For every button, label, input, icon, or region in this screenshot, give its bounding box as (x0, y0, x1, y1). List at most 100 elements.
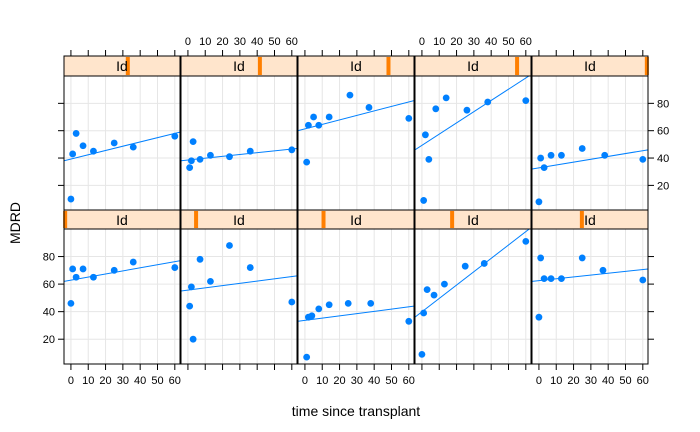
y-tick-label-left: 20 (43, 334, 55, 346)
data-point (558, 151, 565, 159)
regression-line (298, 305, 414, 322)
data-point (578, 145, 586, 152)
panel-strip-8: Id (297, 209, 415, 230)
panel-strip-6: Id (63, 209, 181, 230)
data-point (303, 353, 311, 361)
panel-grid (298, 76, 414, 210)
strip-label: Id (233, 212, 245, 228)
x-tick-label-bottom: 50 (151, 375, 163, 387)
strip-level-marker (257, 57, 262, 75)
strip-background (181, 56, 297, 76)
data-point (639, 276, 647, 284)
x-tick-label-top: 20 (450, 36, 462, 48)
panel-2 (180, 75, 298, 211)
data-point (110, 266, 118, 274)
strip-label: Id (233, 58, 245, 74)
panel-6 (63, 228, 181, 365)
strip-level-marker (194, 211, 199, 228)
regression-line (64, 131, 180, 162)
data-point (346, 91, 354, 99)
strip-level-marker (321, 211, 326, 228)
regression-line (415, 76, 530, 151)
panel-border (180, 228, 298, 365)
data-point (432, 105, 440, 113)
regression-line (64, 260, 180, 282)
panel-strip-10: Id (531, 209, 649, 230)
data-point (461, 262, 469, 270)
strip-label: Id (584, 212, 596, 228)
strip-level-marker (644, 57, 649, 75)
x-tick-label-bottom: 50 (619, 375, 631, 387)
panel-border (531, 228, 649, 365)
x-tick-label-bottom: 40 (134, 375, 146, 387)
data-point (405, 317, 413, 325)
strip-background (64, 56, 180, 76)
data-point (441, 280, 448, 288)
data-point (72, 130, 80, 137)
data-point (430, 291, 438, 299)
strip-background (64, 210, 180, 229)
strip-background (532, 56, 648, 76)
x-tick-label-bottom: 10 (550, 375, 562, 387)
strip-label: Id (350, 212, 362, 228)
strip-background (415, 210, 531, 229)
x-tick-label-bottom: 60 (403, 375, 415, 387)
data-point (484, 98, 492, 106)
y-tick-label-right: 60 (657, 126, 669, 138)
data-point (303, 158, 311, 166)
data-point (639, 156, 647, 163)
strip-level-marker (125, 57, 130, 75)
panel-3 (297, 75, 415, 211)
data-point (599, 266, 607, 274)
data-point (418, 350, 426, 358)
data-point (480, 260, 488, 267)
data-point (196, 255, 204, 263)
data-point (325, 113, 333, 121)
x-tick-label-top: 20 (216, 36, 228, 48)
strip-level-marker (579, 211, 584, 228)
y-axis-title: MDRD (7, 202, 23, 244)
data-point (325, 301, 333, 309)
x-tick-label-top: 10 (433, 36, 445, 48)
data-point (315, 121, 323, 129)
panels-layer (63, 75, 649, 365)
panel-1 (63, 75, 181, 211)
x-tick-label-bottom: 0 (68, 375, 74, 387)
x-tick-label-bottom: 0 (302, 375, 308, 387)
panel-border (414, 75, 532, 211)
panel-strip-7: Id (180, 209, 298, 230)
data-point (463, 106, 471, 114)
y-tick-label-left: 80 (43, 252, 55, 264)
strip-background (298, 210, 414, 229)
x-tick-label-top: 50 (268, 36, 280, 48)
x-tick-label-bottom: 20 (567, 375, 579, 387)
panel-strip-5: Id (531, 55, 649, 77)
panel-border (297, 75, 415, 211)
strip-level-marker (63, 211, 68, 228)
strip-background (415, 56, 531, 76)
x-tick-label-bottom: 40 (602, 375, 614, 387)
y-tick-label-left: 60 (43, 279, 55, 291)
data-point (365, 104, 373, 111)
strip-label: Id (467, 58, 479, 74)
data-point (67, 195, 75, 203)
data-point (537, 154, 545, 162)
strip-label: Id (350, 58, 362, 74)
x-tick-label-bottom: 0 (536, 375, 542, 387)
data-point (547, 275, 555, 282)
panel-grid (64, 76, 180, 210)
data-point (522, 237, 530, 245)
strip-background (298, 56, 414, 76)
data-point (578, 254, 586, 262)
panel-strip-4: Id (414, 55, 532, 77)
panel-8 (297, 228, 415, 365)
strip-label: Id (584, 58, 596, 74)
data-point (186, 302, 194, 310)
data-point (405, 114, 413, 122)
panel-4 (414, 75, 532, 211)
panel-7 (180, 228, 298, 365)
data-point (420, 309, 428, 317)
data-point (207, 151, 214, 159)
data-point (423, 286, 431, 294)
